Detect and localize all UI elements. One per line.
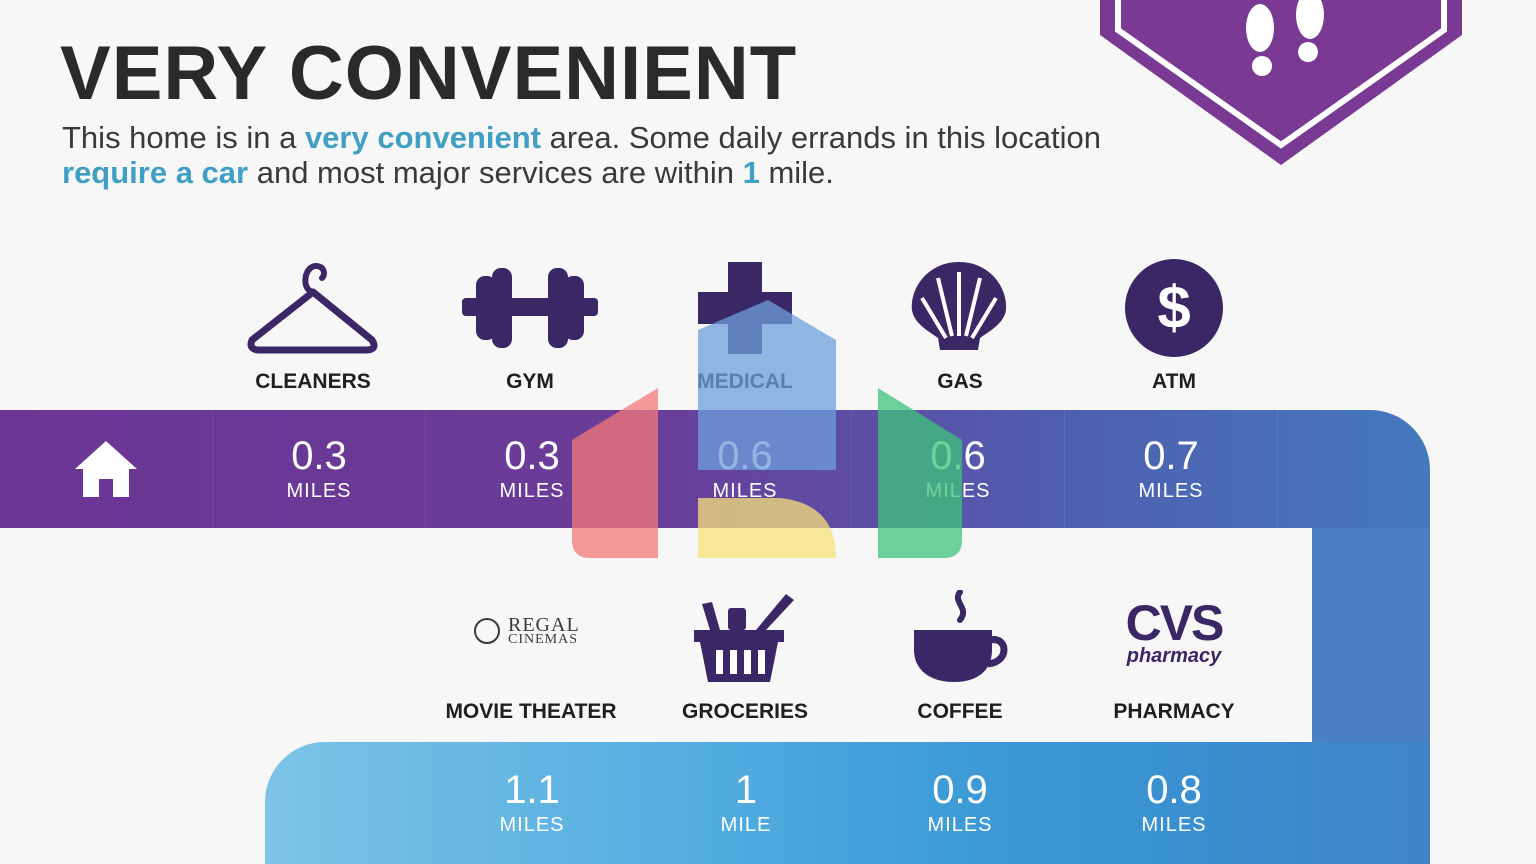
distance-groceries: 1 MILE [639, 742, 853, 864]
dollar-icon: $ [1125, 259, 1223, 357]
label-pharmacy: PHARMACY [1113, 700, 1235, 723]
home-cell [0, 410, 213, 528]
label-gas: GAS [937, 370, 983, 393]
regal-logo: REGAL CINEMAS [474, 614, 594, 654]
label-movie-theater: MOVIE THEATER [445, 700, 617, 723]
value: 0.8 [1146, 768, 1202, 812]
desc-text-1: This home is in a [62, 120, 305, 155]
desc-text-4: mile. [759, 155, 834, 190]
desc-text-3: and most major services are within [248, 155, 743, 190]
regal-logo-text: REGAL [508, 614, 580, 636]
value: 0.3 [291, 434, 347, 478]
desc-text-2: area. Some daily errands in this locatio… [540, 120, 1101, 155]
hanger-icon [247, 262, 378, 354]
shell-icon [911, 262, 1007, 350]
cvs-logo-text: CVS [1125, 595, 1225, 651]
desc-highlight-3: 1 [742, 155, 760, 190]
svg-text:$: $ [1157, 274, 1190, 341]
dumbbell-icon [462, 268, 598, 348]
label-cleaners: CLEANERS [255, 370, 371, 393]
label-groceries: GROCERIES [681, 700, 809, 723]
unit: MILES [499, 814, 565, 836]
cvs-logo: CVS pharmacy [1112, 598, 1236, 668]
page-title: VERY CONVENIENT [60, 31, 798, 116]
regal-logo-subtext: CINEMAS [508, 632, 579, 647]
distance-cleaners: 0.3 MILES [213, 410, 426, 528]
value: 1.1 [504, 768, 560, 812]
desc-highlight-1: very convenient [304, 120, 541, 155]
basket-icon [694, 594, 794, 682]
unit: MILES [499, 480, 565, 502]
value: 0.3 [504, 434, 560, 478]
cvs-logo-subtext: pharmacy [1126, 645, 1222, 667]
unit: MILE [720, 814, 772, 836]
distance-pharmacy: 0.8 MILES [1067, 742, 1281, 864]
unit: MILES [927, 814, 993, 836]
unit: MILES [712, 480, 778, 502]
description: This home is in a very convenient area. … [62, 120, 1122, 190]
coffee-icon [914, 590, 1008, 682]
route-bottom-band: 1.1 MILES 1 MILE 0.9 MILES 0.8 MILES [265, 742, 1430, 864]
route-inner-space [0, 528, 1312, 742]
desc-highlight-2: require a car [62, 155, 249, 190]
distance-gym: 0.3 MILES [426, 410, 639, 528]
distance-atm: 0.7 MILES [1065, 410, 1278, 528]
distance-coffee: 0.9 MILES [853, 742, 1067, 864]
route-bottom-start [265, 742, 425, 864]
footprints-badge-icon [1100, 0, 1462, 165]
label-atm: ATM [1152, 370, 1196, 393]
medical-cross-icon [698, 262, 792, 354]
value: 1 [734, 768, 758, 812]
label-coffee: COFFEE [917, 700, 1003, 723]
value: 0.7 [1143, 434, 1199, 478]
home-icon [75, 441, 137, 497]
unit: MILES [286, 480, 352, 502]
label-gym: GYM [506, 370, 554, 393]
watermark-logo-icon [572, 300, 962, 558]
unit: MILES [1138, 480, 1204, 502]
unit: MILES [1141, 814, 1207, 836]
distance-movie-theater: 1.1 MILES [425, 742, 639, 864]
value: 0.9 [932, 768, 988, 812]
